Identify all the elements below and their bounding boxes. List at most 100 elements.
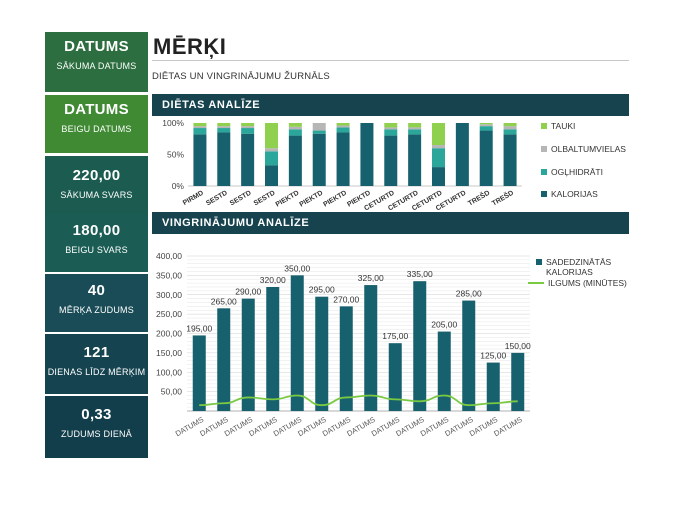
diet-bar-segment: [217, 128, 231, 133]
diet-bar-segment: [288, 123, 302, 127]
diet-bar-segment: [241, 126, 255, 129]
title-divider: [152, 60, 629, 61]
kpi-card-end-date: DATUMS BEIGU DATUMS: [45, 95, 148, 153]
legend-label: TAUKI: [551, 121, 575, 131]
kpi-label: SĀKUMA DATUMS: [56, 61, 137, 71]
kpi-label: ZUDUMS DIENĀ: [61, 429, 132, 439]
kpi-value: 0,33: [81, 406, 112, 423]
kpi-value: 220,00: [72, 167, 121, 184]
bar-data-label: 285,00: [456, 289, 482, 299]
bar-data-label: 150,00: [505, 341, 531, 351]
calories-bar: [511, 352, 525, 411]
diet-bar-segment: [432, 148, 445, 168]
diet-bar-segment: [312, 130, 326, 134]
diet-bar-segment: [384, 135, 398, 186]
legend-label: SADEDZINĀTĀS: [546, 257, 612, 267]
legend-swatch: [541, 191, 547, 197]
bar-data-label: 335,00: [407, 269, 433, 279]
calories-bar: [192, 335, 206, 411]
calories-bar: [462, 300, 476, 411]
legend-label: OLBALTUMVIELAS: [551, 144, 626, 154]
diet-bar-segment: [503, 129, 517, 135]
diet-bar-segment: [288, 129, 302, 136]
legend-swatch: [536, 259, 542, 265]
y-tick-label: 150,00: [156, 348, 182, 358]
bar-data-label: 320,00: [260, 275, 286, 285]
diet-bar-segment: [384, 129, 398, 136]
kpi-card-end-weight: 180,00 BEIGU SVARS: [45, 214, 148, 272]
y-tick-label: 400,00: [156, 251, 182, 261]
diet-bar-segment: [479, 130, 493, 186]
calories-bar: [437, 331, 451, 411]
kpi-value: 180,00: [72, 222, 121, 239]
diet-bar-segment: [503, 126, 517, 130]
diet-bar-segment: [241, 123, 255, 127]
legend-label: KALORIJAS: [546, 267, 593, 277]
calories-bar: [266, 287, 280, 411]
diet-bar-segment: [408, 129, 422, 135]
calories-bar: [241, 298, 255, 411]
y-tick-label: 50,00: [161, 387, 183, 397]
exercise-section-header: VINGRINĀJUMU ANALĪZE: [152, 212, 629, 234]
y-tick-label: 0%: [172, 181, 185, 191]
kpi-card-start-weight: 220,00 SĀKUMA SVARS: [45, 156, 148, 218]
diet-bar-segment: [312, 133, 326, 186]
diet-bar-segment: [288, 126, 302, 130]
page-title: MĒRĶI: [153, 34, 227, 59]
diet-bar-segment: [336, 125, 350, 128]
bar-data-label: 125,00: [480, 351, 506, 361]
legend-label: KALORIJAS: [551, 189, 598, 199]
diet-bar-segment: [336, 123, 350, 126]
page-subtitle: DIĒTAS UN VINGRINĀJUMU ŽURNĀLS: [152, 71, 330, 82]
diet-bar-segment: [479, 126, 493, 131]
y-tick-label: 200,00: [156, 329, 182, 339]
bar-data-label: 205,00: [431, 320, 457, 330]
diet-bar-segment: [288, 135, 302, 186]
diet-bar-segment: [193, 128, 207, 135]
kpi-label: BEIGU SVARS: [65, 245, 128, 255]
diet-bar-segment: [265, 148, 278, 152]
bar-data-label: 325,00: [358, 273, 384, 283]
calories-bar: [217, 308, 231, 411]
legend-swatch: [541, 169, 547, 175]
kpi-card-loss-per-day: 0,33 ZUDUMS DIENĀ: [45, 396, 148, 458]
y-tick-label: 100%: [162, 118, 184, 128]
diet-section-header: DIĒTAS ANALĪZE: [152, 94, 629, 116]
diet-bar-segment: [336, 132, 350, 186]
kpi-label: MĒRĶA ZUDUMS: [59, 305, 134, 315]
calories-bar: [339, 306, 353, 411]
bar-data-label: 350,00: [284, 263, 310, 273]
bar-data-label: 290,00: [235, 287, 261, 297]
diet-bar-segment: [193, 126, 207, 129]
diet-bar-segment: [193, 123, 207, 127]
diet-bar-segment: [432, 145, 445, 149]
bar-data-label: 265,00: [211, 296, 237, 306]
diet-bar-segment: [384, 127, 398, 130]
diet-bar-segment: [432, 167, 445, 186]
calories-bar: [290, 275, 304, 411]
y-tick-label: 300,00: [156, 290, 182, 300]
diet-bar-segment: [384, 123, 398, 128]
kpi-label: BEIGU DATUMS: [61, 124, 132, 134]
bar-data-label: 295,00: [309, 285, 335, 295]
kpi-card-start-date: DATUMS SĀKUMA DATUMS: [45, 32, 148, 92]
kpi-card-target-loss: 40 MĒRĶA ZUDUMS: [45, 274, 148, 332]
diet-bar-segment: [455, 123, 469, 186]
bar-data-label: 270,00: [333, 294, 359, 304]
kpi-card-days-to-goal: 121 DIENAS LĪDZ MĒRĶIM: [45, 334, 148, 394]
calories-bar: [486, 362, 500, 411]
calories-bar: [413, 281, 427, 411]
diet-bar-segment: [217, 123, 231, 127]
diet-bar-segment: [241, 128, 255, 134]
diet-bar-segment: [193, 134, 207, 186]
calories-bar: [388, 343, 402, 411]
y-tick-label: 350,00: [156, 270, 182, 280]
calories-bar: [315, 296, 329, 411]
diet-bar-segment: [408, 134, 422, 186]
legend-swatch: [541, 146, 547, 152]
diet-bar-segment: [336, 127, 350, 133]
duration-line: [199, 394, 518, 407]
diet-bar-segment: [503, 134, 517, 186]
diet-bar-segment: [432, 123, 445, 146]
